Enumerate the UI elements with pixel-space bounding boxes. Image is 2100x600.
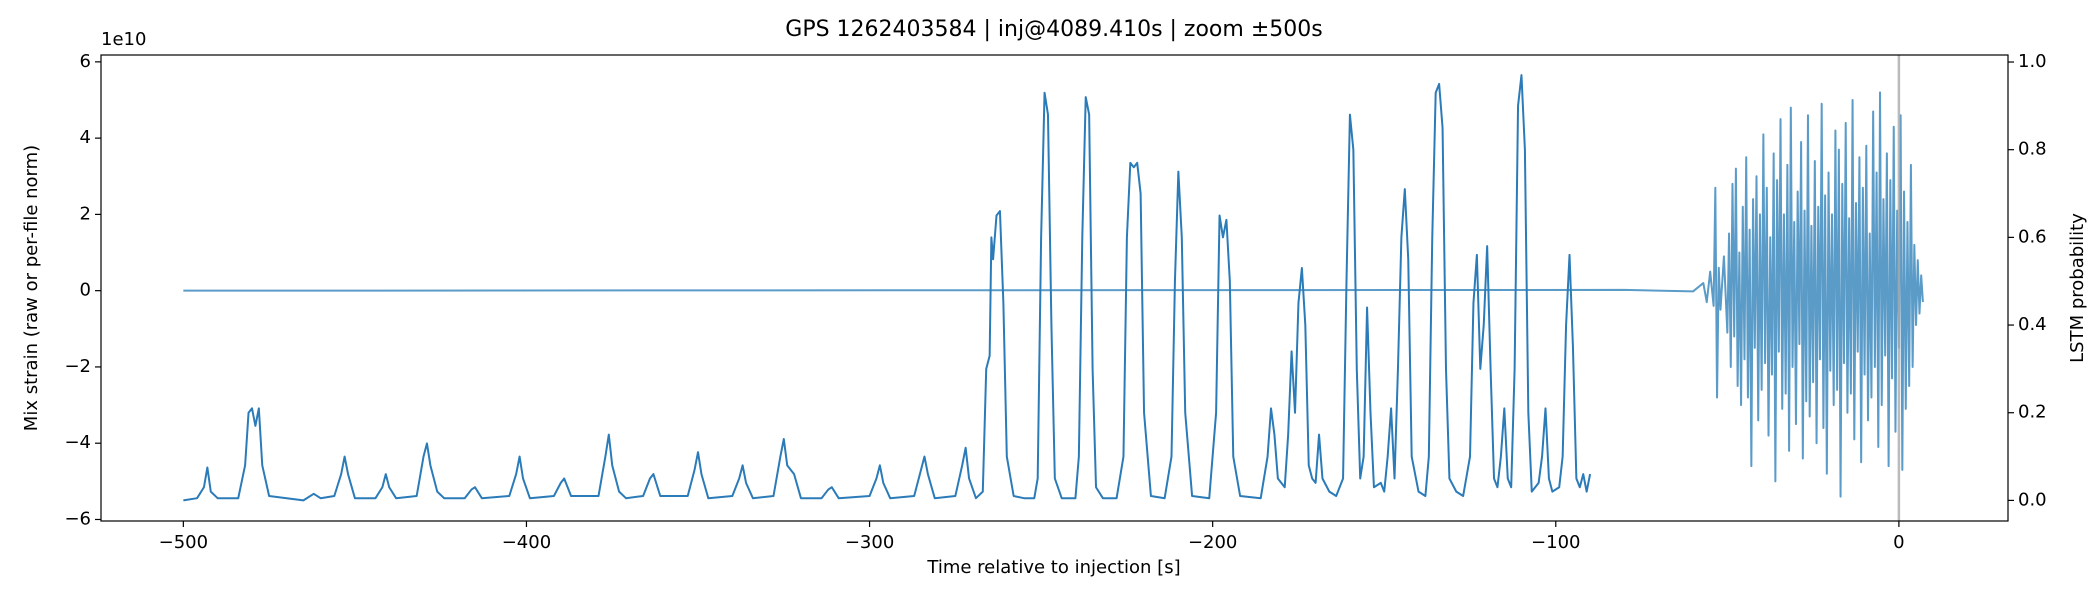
y2-tick-label: 0.8 <box>2018 139 2047 160</box>
y-tick-label: −2 <box>64 356 91 377</box>
x-axis-label: Time relative to injection [s] <box>926 557 1180 578</box>
y-tick-label: 0 <box>80 280 91 301</box>
y-tick-label: −4 <box>64 432 91 453</box>
x-tick-label: −500 <box>159 532 208 553</box>
y2-tick-label: 0.2 <box>2018 402 2047 423</box>
y2-tick-label: 0.6 <box>2018 226 2047 247</box>
chart-title: GPS 1262403584 | inj@4089.410s | zoom ±5… <box>785 17 1322 42</box>
y-tick-label: −6 <box>64 508 91 529</box>
x-tick-label: −400 <box>502 532 551 553</box>
x-tick-label: 0 <box>1893 532 1904 553</box>
y2-axis-label: LSTM probability <box>2067 213 2088 363</box>
y-offset-label: 1e10 <box>101 29 146 50</box>
y-axis-label: Mix strain (raw or per-file norm) <box>21 145 42 431</box>
x-tick-label: −100 <box>1531 532 1580 553</box>
plot-frame <box>100 54 2009 522</box>
y-tick-label: 6 <box>80 51 91 72</box>
x-tick-label: −300 <box>845 532 894 553</box>
y2-tick-label: 0.0 <box>2018 489 2047 510</box>
series-line <box>183 91 1924 498</box>
x-tick-label: −200 <box>1188 532 1237 553</box>
y-tick-label: 4 <box>80 127 91 148</box>
y-tick-label: 2 <box>80 203 91 224</box>
y2-tick-label: 1.0 <box>2018 51 2047 72</box>
series-line <box>183 74 1592 502</box>
y2-tick-label: 0.4 <box>2018 314 2047 335</box>
